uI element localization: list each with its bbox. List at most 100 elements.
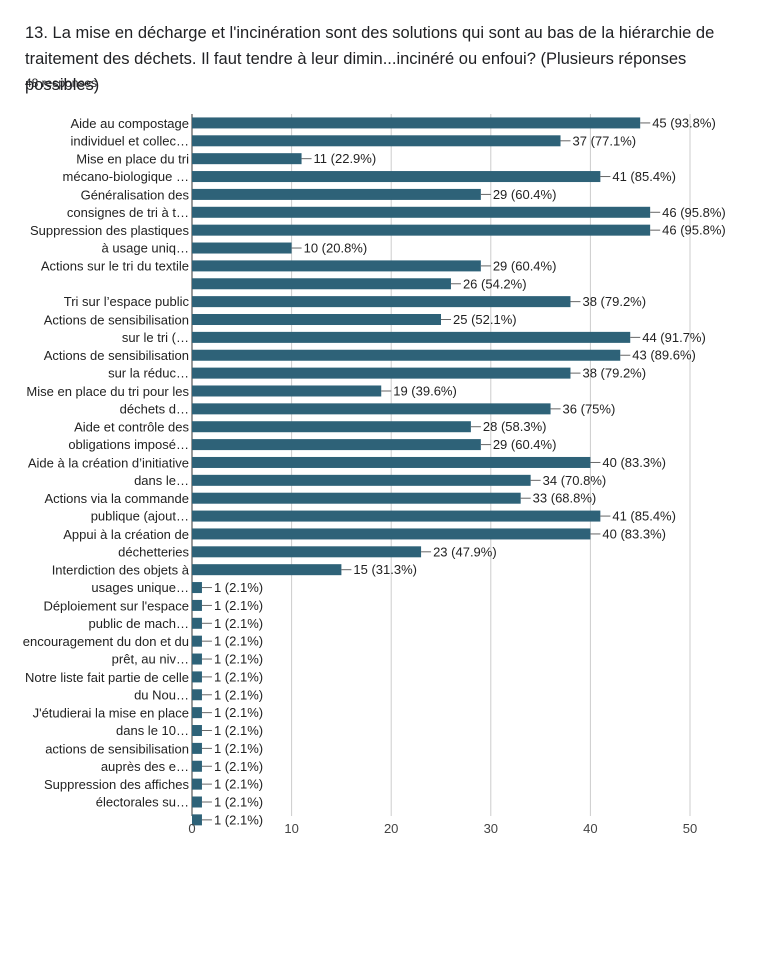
data-label: 41 (85.4%): [612, 509, 676, 524]
x-tick-label: 0: [188, 821, 195, 836]
data-label: 1 (2.1%): [214, 741, 263, 756]
data-label: 45 (93.8%): [652, 115, 716, 130]
bar: [192, 546, 422, 558]
category-label-line: déchetteries: [118, 544, 189, 559]
bar: [192, 135, 561, 147]
data-label: 29 (60.4%): [493, 258, 557, 273]
category-label: Suppression des plastiques à usage uniq…: [30, 223, 189, 256]
bar: [192, 439, 481, 451]
data-labels: 45 (93.8%) 37 (77.1%) 11 (22.9%) 41 (85.4%)…: [201, 115, 726, 827]
data-label: 1 (2.1%): [214, 759, 263, 774]
category-label-line: Suppression des affiches: [44, 777, 190, 792]
category-label-line: Mise en place du tri pour les: [26, 384, 189, 399]
category-label-line: auprès des e…: [101, 759, 189, 774]
bar: [192, 260, 481, 272]
data-label: 29 (60.4%): [493, 187, 557, 202]
data-label: 28 (58.3%): [483, 419, 547, 434]
bar: [192, 242, 292, 254]
bar: [192, 778, 202, 790]
bar: [192, 653, 202, 665]
bar: [192, 278, 451, 290]
category-label-line: mécano-biologique …: [63, 169, 189, 184]
bar: [192, 367, 571, 379]
category-label: Actions de sensibilisation sur la réduc…: [44, 348, 189, 381]
response-count: 48 responses: [25, 76, 98, 90]
data-label: 1 (2.1%): [214, 687, 263, 702]
bar: [192, 635, 202, 647]
category-label-line: dans le…: [134, 473, 189, 488]
data-label: 37 (77.1%): [573, 133, 637, 148]
category-label: Actions via la commande publique (ajout…: [44, 491, 189, 524]
data-label: 46 (95.8%): [662, 205, 726, 220]
category-label-line: J'étudierai la mise en place: [33, 706, 189, 721]
bar: [192, 296, 571, 308]
category-label-line: Actions de sensibilisation: [44, 312, 189, 327]
category-label: Suppression des affiches électorales su…: [44, 777, 190, 810]
category-label-line: Tri sur l’espace public: [64, 294, 190, 309]
category-label-line: encouragement du don et du: [23, 634, 189, 649]
data-label: 46 (95.8%): [662, 223, 726, 238]
category-label-line: Aide à la création d’initiative: [28, 455, 189, 470]
category-label-line: Aide et contrôle des: [74, 420, 189, 435]
x-tick-label: 20: [384, 821, 398, 836]
bar: [192, 474, 531, 486]
data-label: 38 (79.2%): [582, 366, 646, 381]
category-label-line: individuel et collec…: [70, 133, 189, 148]
bar: [192, 206, 651, 218]
category-label-line: Actions sur le tri du textile: [41, 258, 189, 273]
bar: [192, 582, 202, 594]
data-label: 25 (52.1%): [453, 312, 517, 327]
bar: [192, 224, 651, 236]
bar: [192, 725, 202, 737]
category-label-line: à usage uniq…: [102, 241, 189, 256]
bar: [192, 510, 601, 522]
category-label-line: sur le tri (…: [122, 330, 189, 345]
bar: [192, 742, 202, 754]
data-label: 29 (60.4%): [493, 437, 557, 452]
data-label: 40 (83.3%): [602, 455, 666, 470]
category-label-line: consignes de tri à t…: [67, 205, 189, 220]
category-label-line: du Nou…: [134, 687, 189, 702]
x-tick-label: 50: [683, 821, 697, 836]
bar: [192, 314, 441, 326]
category-label-line: Mise en place du tri: [76, 152, 189, 167]
bar: [192, 403, 551, 415]
category-label-line: déchets d…: [120, 401, 189, 416]
data-label: 34 (70.8%): [543, 473, 607, 488]
bar: [192, 117, 641, 129]
x-tick-label: 30: [484, 821, 498, 836]
category-label-line: publique (ajout…: [91, 509, 189, 524]
data-label: 1 (2.1%): [214, 598, 263, 613]
data-label: 1 (2.1%): [214, 669, 263, 684]
bar: [192, 331, 631, 343]
category-label: Mise en place du tri mécano-biologique …: [63, 152, 190, 185]
data-label: 36 (75%): [563, 401, 616, 416]
bar: [192, 188, 481, 200]
category-label-line: électorales su…: [96, 795, 189, 810]
category-label-line: usages unique…: [91, 580, 189, 595]
data-label: 10 (20.8%): [304, 241, 368, 256]
data-label: 11 (22.9%): [314, 151, 377, 166]
data-label: 44 (91.7%): [642, 330, 706, 345]
category-label-line: Aide au compostage: [70, 116, 189, 131]
bar: [192, 385, 382, 397]
category-label-line: prêt, au niv…: [112, 652, 189, 667]
bar: [192, 617, 202, 629]
category-label-line: Déploiement sur l'espace: [43, 598, 189, 613]
bar: [192, 349, 621, 361]
bar: [192, 689, 202, 701]
data-label: 33 (68.8%): [533, 491, 597, 506]
bars: [192, 117, 651, 826]
category-label-line: actions de sensibilisation: [45, 741, 189, 756]
category-label-line: Notre liste fait partie de celle: [25, 670, 189, 685]
bar: [192, 153, 302, 165]
data-label: 40 (83.3%): [602, 526, 666, 541]
category-label: Interdiction des objets à usages unique…: [52, 563, 190, 596]
data-label: 1 (2.1%): [214, 652, 263, 667]
category-label: encouragement du don et du prêt, au niv…: [23, 634, 189, 667]
bar: [192, 707, 202, 719]
category-label-line: Actions via la commande: [44, 491, 189, 506]
category-label: Aide au compostage individuel et collec…: [70, 116, 189, 148]
bar: [192, 564, 342, 576]
